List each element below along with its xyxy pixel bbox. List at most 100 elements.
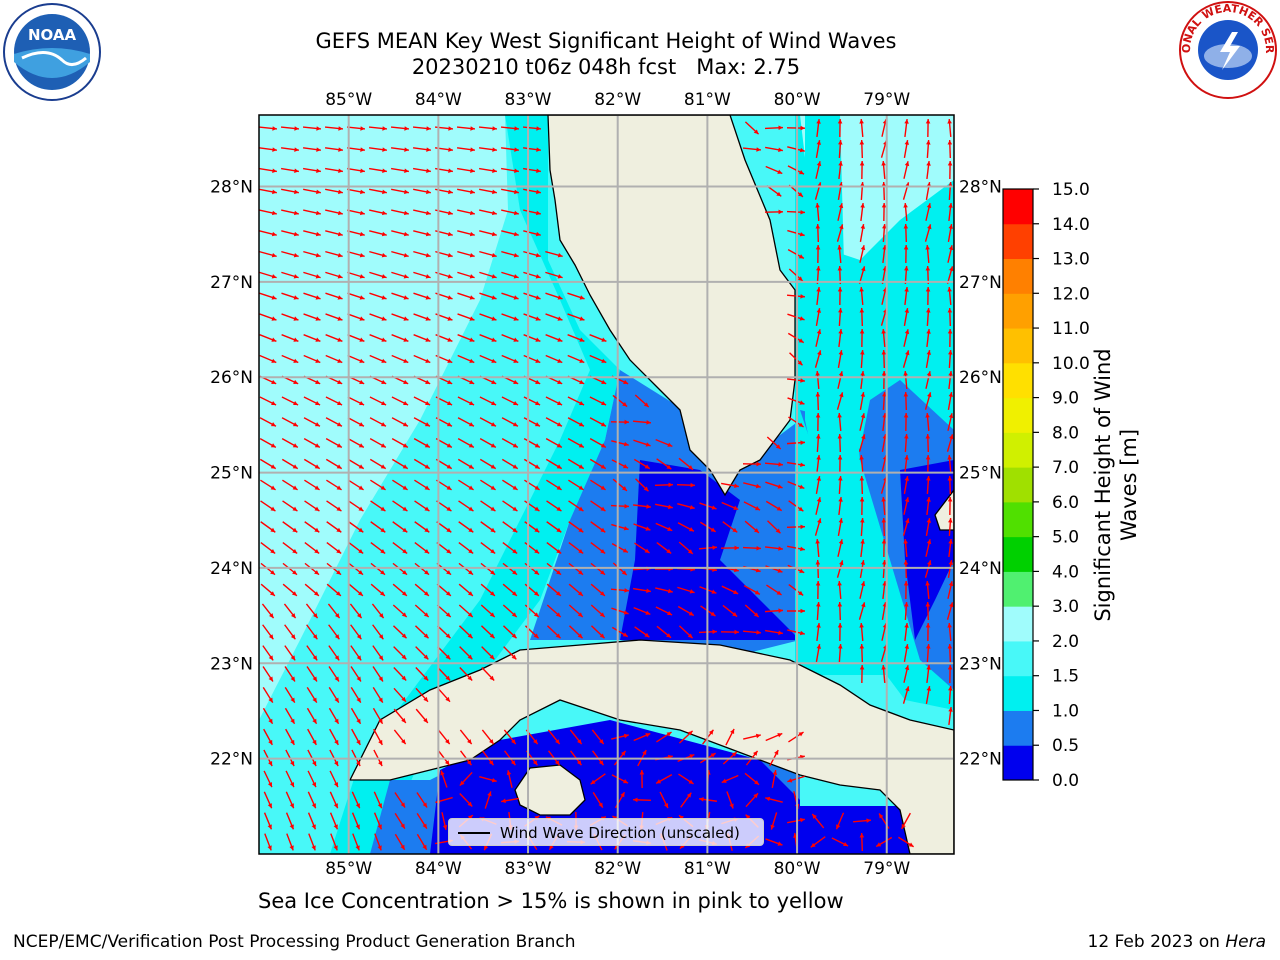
wind-wave-arrow [308, 833, 316, 851]
wind-wave-arrow [372, 686, 384, 704]
wind-wave-arrow [373, 728, 383, 746]
wind-wave-arrow [502, 541, 518, 555]
wind-wave-arrow [330, 833, 338, 851]
wind-wave-arrow [369, 396, 387, 406]
wind-wave-arrow [370, 562, 386, 576]
wind-wave-arrow [456, 126, 476, 131]
wind-wave-arrow [391, 458, 409, 470]
wind-wave-arrow [655, 606, 673, 616]
wind-wave-arrow [285, 791, 295, 809]
wind-wave-arrow [765, 732, 783, 742]
wind-wave-arrow [370, 500, 386, 512]
wind-wave-arrow [838, 496, 843, 516]
wind-wave-arrow [610, 503, 630, 509]
wind-wave-arrow [764, 546, 784, 551]
wind-wave-arrow [282, 583, 298, 597]
wind-wave-arrow [903, 140, 910, 158]
wind-wave-arrow [926, 496, 931, 516]
wind-wave-arrow [633, 439, 651, 447]
wind-wave-arrow [836, 560, 844, 578]
wind-wave-arrow [303, 188, 321, 195]
wind-wave-arrow [815, 644, 822, 662]
wind-wave-arrow [414, 541, 430, 555]
colorbar-tick-label: 10.0 [1052, 354, 1090, 374]
wind-wave-arrow [285, 812, 295, 830]
wind-wave-arrow [815, 329, 822, 347]
wind-wave-arrow [947, 392, 954, 410]
wind-wave-arrow [787, 461, 805, 467]
wind-wave-arrow [394, 813, 406, 829]
wind-wave-arrow [347, 167, 365, 173]
wind-wave-arrow [787, 397, 805, 405]
wind-wave-arrow [369, 230, 387, 237]
wind-wave-arrow [501, 797, 519, 804]
wind-wave-arrow [457, 209, 475, 216]
wind-wave-arrow [859, 160, 865, 180]
colorbar-tick-label: 3.0 [1052, 597, 1079, 617]
wind-wave-arrow [926, 139, 931, 159]
wind-wave-arrow [947, 139, 953, 159]
wind-wave-arrow [659, 791, 669, 809]
wind-wave-arrow [925, 433, 931, 453]
wind-wave-arrow [500, 126, 520, 131]
wind-wave-arrow [677, 605, 695, 617]
wind-wave-arrow [458, 479, 474, 491]
wind-wave-arrow [837, 518, 844, 536]
florida-land [547, 115, 796, 497]
lon-label-bottom: 85°W [325, 859, 372, 879]
wind-wave-arrow [351, 791, 361, 809]
wind-wave-arrow [787, 332, 805, 344]
lon-label-bottom: 82°W [594, 859, 641, 879]
wind-wave-arrow [369, 209, 387, 216]
wind-wave-arrow [903, 202, 908, 222]
wind-wave-arrow [307, 812, 317, 830]
wind-wave-arrow [611, 774, 629, 784]
wind-wave-arrow [881, 202, 887, 222]
colorbar-segment [1003, 189, 1033, 225]
wind-wave-arrow [392, 562, 408, 576]
wind-wave-arrow [479, 437, 497, 449]
map-area [259, 115, 954, 854]
wind-wave-arrow [546, 521, 562, 533]
wind-wave-arrow [546, 479, 562, 491]
wind-wave-arrow [413, 334, 431, 342]
wind-wave-arrow [903, 476, 910, 494]
wind-wave-arrow [459, 666, 473, 682]
wind-wave-arrow [440, 770, 448, 788]
wind-wave-arrow [859, 581, 866, 599]
wind-wave-arrow [393, 729, 407, 745]
wind-wave-arrow [325, 396, 343, 406]
wind-wave-arrow [676, 482, 696, 488]
wind-wave-arrow [523, 209, 541, 216]
wind-wave-arrow [459, 793, 473, 807]
wind-wave-arrow [720, 545, 740, 551]
wind-wave-arrow [947, 286, 952, 306]
wind-wave-arrow [259, 188, 277, 195]
wind-wave-arrow [882, 559, 887, 579]
wind-wave-arrow [391, 417, 409, 427]
wind-wave-arrow [369, 354, 387, 364]
wind-wave-arrow [262, 707, 274, 725]
wind-wave-arrow [261, 603, 275, 619]
wind-wave-arrow [815, 370, 820, 390]
wind-wave-arrow [837, 286, 843, 306]
wind-wave-arrow [743, 501, 761, 511]
wind-wave-arrow [815, 476, 822, 494]
wind-wave-arrow [786, 440, 806, 445]
wind-wave-arrow [859, 307, 865, 327]
wind-wave-arrow [545, 437, 563, 449]
lat-label-left: 25°N [210, 464, 253, 484]
wind-wave-arrow [479, 292, 497, 300]
wind-wave-arrow [369, 188, 387, 195]
wind-wave-arrow [413, 250, 431, 258]
wind-wave-arrow [947, 224, 954, 242]
wind-wave-arrow [947, 307, 953, 327]
wind-wave-arrow [612, 394, 628, 408]
wind-wave-arrow [372, 645, 384, 661]
wind-wave-arrow [610, 588, 630, 593]
wind-wave-arrow [303, 354, 321, 364]
wind-wave-arrow [610, 419, 630, 425]
wind-wave-arrow [591, 729, 605, 745]
wind-wave-arrow [262, 686, 274, 704]
wind-wave-arrow [882, 244, 887, 264]
